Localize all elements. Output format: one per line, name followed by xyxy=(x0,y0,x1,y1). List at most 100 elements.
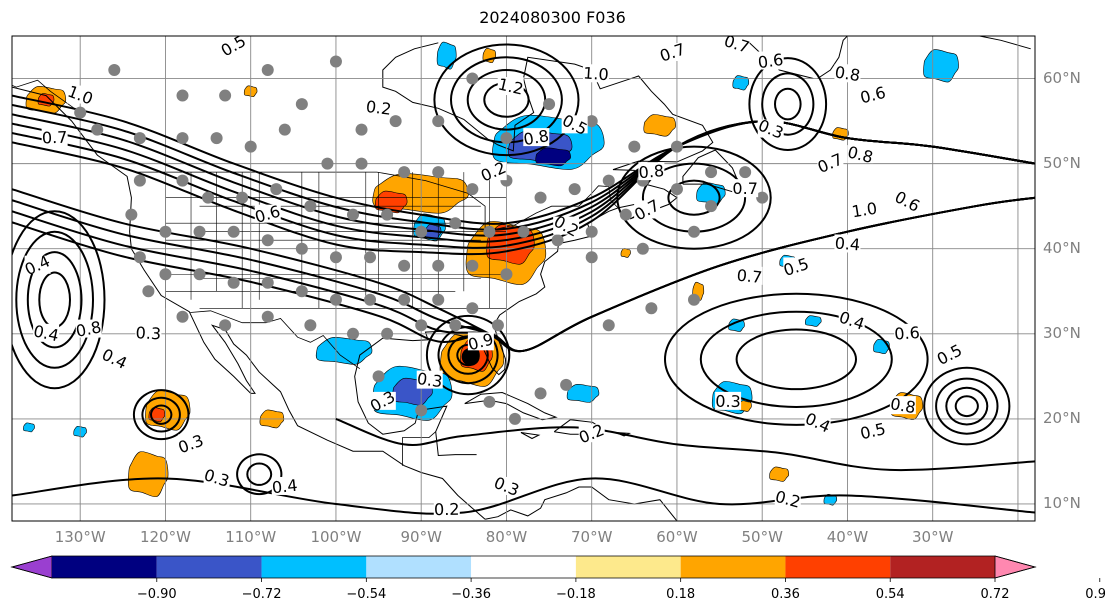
observation-dot xyxy=(534,387,547,400)
observation-dot xyxy=(295,98,308,111)
observation-dot xyxy=(415,319,428,332)
contour-label: 0.3 xyxy=(416,369,444,391)
contour-atlantic-east-ring xyxy=(923,366,1011,446)
contour-north-atlantic-ring xyxy=(748,57,828,152)
contour-label-bg xyxy=(638,162,665,181)
observation-dot xyxy=(739,166,752,179)
longitude-label: 40°W xyxy=(826,528,869,546)
contour-pacific-low-ring xyxy=(132,389,190,441)
observation-dot xyxy=(543,98,556,111)
contour-label: 0.8 xyxy=(889,394,917,417)
blob-orange-atl5 xyxy=(769,466,790,482)
blob-lightblue-pacific1 xyxy=(23,422,35,433)
contour-label: 0.3 xyxy=(715,392,741,411)
contour-label: 0.8 xyxy=(638,161,665,182)
observation-dot xyxy=(193,225,206,238)
observation-dot xyxy=(142,285,155,298)
longitude-label: 50°W xyxy=(741,528,783,546)
latitude-label: 30°N xyxy=(1043,323,1081,342)
contour-atlantic-east-ring xyxy=(935,377,999,435)
coastline-iceland-area xyxy=(979,36,1031,50)
contour-label-bg xyxy=(561,115,588,134)
longitude-label: 80°W xyxy=(485,528,528,546)
latitude-label: 60°N xyxy=(1043,68,1081,87)
observation-dot xyxy=(483,225,496,238)
coastline-north-america-west xyxy=(12,86,486,520)
observation-dot xyxy=(517,225,530,238)
observation-dot xyxy=(449,319,462,332)
observation-dot xyxy=(133,251,146,264)
observation-dot xyxy=(449,217,462,230)
colorbar-segment xyxy=(890,556,995,578)
observation-dot xyxy=(295,285,308,298)
observation-dot xyxy=(381,208,394,221)
observation-dot xyxy=(364,293,377,306)
contour-label-bg xyxy=(860,85,887,104)
contour-label-bg xyxy=(75,319,102,338)
observation-dot xyxy=(227,276,240,289)
contour-label-bg xyxy=(783,257,810,276)
contour-label: 0.6 xyxy=(757,50,785,72)
colorbar-segment xyxy=(471,556,576,578)
observation-dot xyxy=(176,132,189,145)
observation-dot xyxy=(261,276,274,289)
contour-label-bg xyxy=(271,476,298,495)
observation-dot xyxy=(364,251,377,264)
contour-label-bg xyxy=(582,64,609,83)
longitude-label: 90°W xyxy=(400,528,442,546)
observation-dot xyxy=(585,251,598,264)
observation-dot xyxy=(483,395,496,408)
observation-dot xyxy=(202,191,215,204)
observation-dot xyxy=(398,259,411,272)
contour-label: 0.3 xyxy=(135,323,161,343)
colorbar-tick-label: −0.72 xyxy=(241,587,282,602)
observation-dot xyxy=(329,251,342,264)
blob-lightblue-hudson xyxy=(436,41,457,70)
contour-label-bg xyxy=(67,85,94,104)
contour-atlantic-high-ring xyxy=(735,328,858,391)
contour-label-bg xyxy=(757,51,784,70)
longitude-label: 60°W xyxy=(656,528,698,546)
colorbar-segment xyxy=(52,556,157,578)
observation-dot xyxy=(193,268,206,281)
longitude-label: 70°W xyxy=(570,528,613,546)
contour-label-bg xyxy=(736,266,763,285)
observation-dot xyxy=(74,106,87,119)
observation-dot xyxy=(159,268,172,281)
observation-dot xyxy=(432,293,445,306)
observation-dot xyxy=(466,259,479,272)
contour-mid-line xyxy=(12,196,1035,352)
contour-label-bg xyxy=(433,499,460,518)
contour-label-bg xyxy=(715,391,742,410)
colorbar-segment xyxy=(575,556,681,578)
observation-dot xyxy=(389,115,402,128)
colorbar-tick-label: −0.36 xyxy=(451,587,492,602)
contour-label-bg xyxy=(834,234,861,253)
contour-caribbean-line xyxy=(335,417,1035,472)
latitude-label: 20°N xyxy=(1043,408,1081,427)
observation-dot xyxy=(415,225,428,238)
observation-dot xyxy=(270,183,283,196)
contour-hurricane-ring xyxy=(425,314,511,396)
observation-dot xyxy=(466,72,479,85)
colorbar-extend-high xyxy=(994,555,1037,579)
colorbar-segment xyxy=(261,556,367,578)
observation-dot xyxy=(347,327,359,340)
observation-dot xyxy=(381,327,394,340)
observation-dot xyxy=(227,225,240,238)
contour-label-bg xyxy=(894,191,921,210)
observation-dot xyxy=(508,412,521,425)
observation-dot xyxy=(602,174,615,187)
longitude-label: 110°W xyxy=(225,528,277,546)
observation-dot xyxy=(125,208,138,221)
coastline-yucatan-gulf xyxy=(354,42,714,457)
coastline-cuba xyxy=(464,391,558,421)
observation-dot xyxy=(176,310,189,323)
contour-label-bg xyxy=(523,128,550,147)
observation-dot xyxy=(756,191,769,204)
blob-orange-pacific-south xyxy=(127,451,169,498)
longitude-label: 100°W xyxy=(310,528,362,546)
contour-pacific-south-ring xyxy=(246,462,273,486)
contour-label-bg xyxy=(493,476,520,495)
contour-label-bg xyxy=(817,153,844,172)
